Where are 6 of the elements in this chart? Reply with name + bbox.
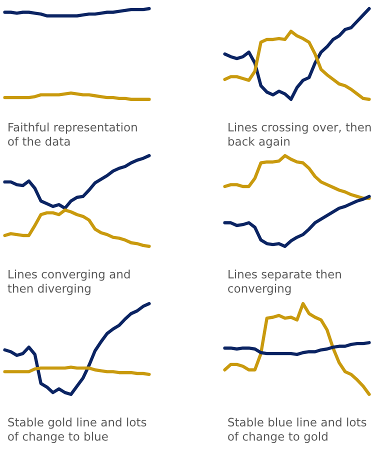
text: Stable gold line and lots of change to blue bbox=[8, 418, 146, 443]
text: Lines converging and then diverging bbox=[8, 270, 130, 295]
text: Lines separate then converging bbox=[228, 270, 341, 295]
text: Faithful representation of the data bbox=[8, 122, 137, 146]
text: Stable blue line and lots of change to gold bbox=[228, 418, 366, 443]
text: Lines crossing over, then back again bbox=[228, 122, 371, 148]
